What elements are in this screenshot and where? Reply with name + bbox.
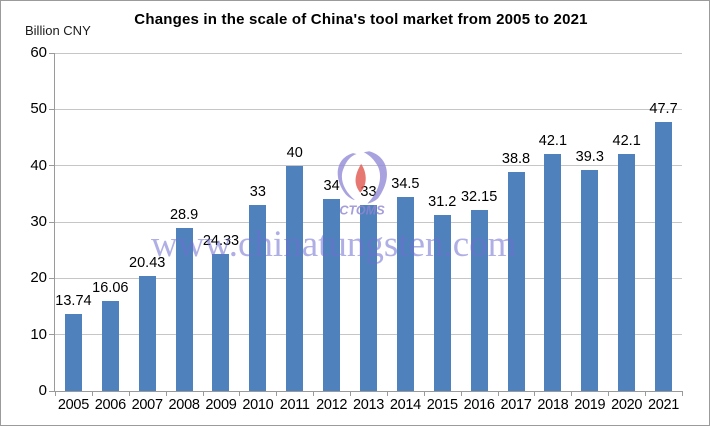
bar-2007 xyxy=(138,275,156,391)
bar-2009 xyxy=(212,253,230,391)
x-axis-label: 2013 xyxy=(352,397,385,413)
y-axis-label: 40 xyxy=(30,156,47,174)
bar-2014 xyxy=(396,196,414,391)
x-axis-label: 2014 xyxy=(389,397,421,413)
x-axis-label: 2008 xyxy=(168,397,200,413)
bar-value-label: 31.2 xyxy=(428,194,457,211)
x-axis-tick xyxy=(350,391,352,396)
gridline xyxy=(55,165,682,167)
x-axis-label: 2012 xyxy=(316,397,348,413)
bar-2012 xyxy=(323,199,341,391)
y-axis-unit-label: Billion CNY xyxy=(25,23,91,38)
x-axis-label: 2020 xyxy=(611,397,643,413)
bar-value-label: 39.3 xyxy=(575,148,604,165)
plot-area: 0 10 20 30 40 50 60 13.74 2005 16.06 2006 20.43 2007… xyxy=(30,44,683,413)
y-axis-tick xyxy=(49,390,55,392)
y-axis-label: 20 xyxy=(30,269,47,287)
x-axis-label: 2017 xyxy=(500,397,532,413)
bar-value-label: 40 xyxy=(286,144,303,161)
bar-value-label: 16.06 xyxy=(92,279,129,296)
x-axis-tick xyxy=(460,391,462,396)
x-axis-label: 2011 xyxy=(279,397,310,413)
y-axis-label: 0 xyxy=(38,382,47,399)
y-axis-label: 60 xyxy=(30,44,47,61)
y-axis-tick xyxy=(49,277,55,279)
bar-value-label: 32.15 xyxy=(460,188,498,205)
bar-2011 xyxy=(286,165,304,391)
y-axis-tick xyxy=(49,334,55,336)
bar-2016 xyxy=(470,209,488,391)
y-axis-tick xyxy=(49,52,55,54)
bar-value-label: 34.5 xyxy=(391,175,420,192)
bar-2013 xyxy=(360,205,377,391)
bar-value-label: 47.7 xyxy=(649,101,678,118)
bar-2019 xyxy=(581,169,599,391)
chart-title: Changes in the scale of China's tool mar… xyxy=(134,11,588,28)
y-axis-tick xyxy=(49,165,55,167)
x-axis-label: 2006 xyxy=(94,397,126,413)
bar-value-label: 28.9 xyxy=(169,207,199,224)
x-axis-tick xyxy=(276,391,278,396)
bar-2021 xyxy=(655,122,673,391)
x-axis-tick xyxy=(91,391,93,396)
bar-2015 xyxy=(433,215,451,391)
x-axis-tick xyxy=(386,391,388,396)
gridline xyxy=(55,108,682,110)
bar-2017 xyxy=(507,172,525,391)
gridline xyxy=(55,52,682,54)
x-axis-label: 2009 xyxy=(205,397,237,413)
x-axis-tick xyxy=(202,391,204,396)
bar-value-label: 13.74 xyxy=(55,292,92,309)
bar-2006 xyxy=(101,300,119,391)
bar-value-label: 24.33 xyxy=(202,232,240,249)
y-axis-tick xyxy=(49,108,55,110)
x-axis-tick xyxy=(571,391,573,396)
bar-2008 xyxy=(175,228,193,391)
x-axis-label: 2018 xyxy=(537,397,569,413)
x-axis-tick xyxy=(534,391,536,396)
bar-value-label: 42.1 xyxy=(538,132,568,149)
y-axis-label: 30 xyxy=(30,213,47,230)
x-axis-label: 2016 xyxy=(463,397,495,413)
x-axis-label: 2021 xyxy=(648,397,680,413)
x-axis-tick xyxy=(645,391,647,396)
x-axis-label: 2005 xyxy=(57,397,89,413)
bar-value-label: 42.1 xyxy=(612,132,641,149)
x-axis-tick xyxy=(55,391,56,396)
x-axis-tick xyxy=(423,391,425,396)
bar-2010 xyxy=(249,205,267,391)
x-axis-tick xyxy=(128,391,130,396)
x-axis-tick xyxy=(497,391,499,396)
x-axis-tick xyxy=(313,391,315,396)
y-axis-label: 10 xyxy=(30,325,47,343)
bar-value-label: 20.43 xyxy=(129,254,166,271)
bar-2005 xyxy=(64,313,82,391)
x-axis-label: 2007 xyxy=(131,397,163,413)
x-axis-label: 2019 xyxy=(574,397,606,413)
bar-value-label: 34 xyxy=(323,178,340,195)
bar-2018 xyxy=(544,153,562,391)
y-axis-tick xyxy=(49,221,55,223)
y-axis-label: 50 xyxy=(30,100,47,118)
bar-value-label: 33 xyxy=(249,184,266,201)
x-axis-tick xyxy=(608,391,610,396)
bar-2020 xyxy=(618,153,636,391)
x-axis-tick xyxy=(682,391,683,396)
x-axis-label: 2010 xyxy=(242,397,274,413)
x-axis-tick xyxy=(165,391,167,396)
x-axis-label: 2015 xyxy=(426,397,458,413)
bar-value-label: 38.8 xyxy=(501,151,531,168)
x-axis-tick xyxy=(239,391,241,396)
